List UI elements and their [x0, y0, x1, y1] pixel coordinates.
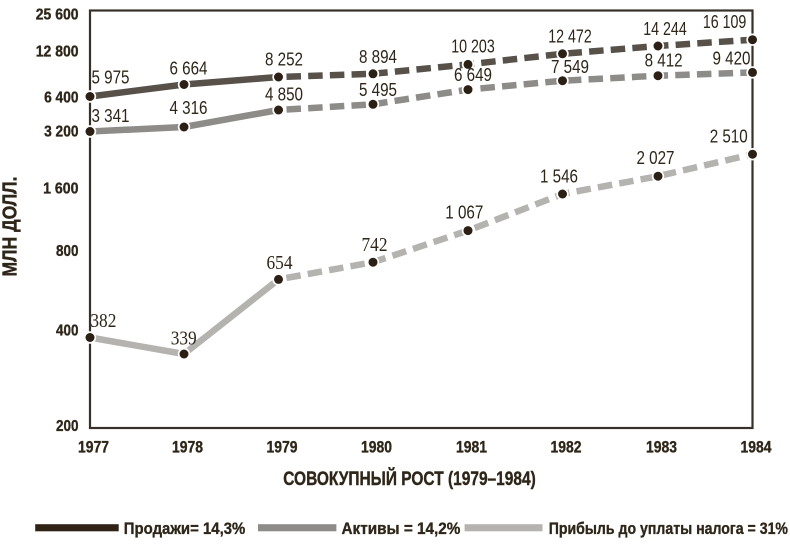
svg-text:12 472: 12 472 — [548, 26, 592, 47]
svg-text:654: 654 — [267, 253, 293, 274]
svg-text:Продажи= 14,3%: Продажи= 14,3% — [124, 519, 246, 538]
svg-text:Прибыль до уплаты налога = 31%: Прибыль до уплаты налога = 31% — [549, 519, 788, 538]
svg-text:339: 339 — [171, 329, 197, 350]
svg-text:1 067: 1 067 — [445, 202, 483, 223]
svg-text:1983: 1983 — [646, 439, 677, 457]
svg-text:25 600: 25 600 — [36, 7, 79, 24]
svg-text:12 800: 12 800 — [36, 44, 79, 61]
svg-text:9 420: 9 420 — [713, 48, 751, 69]
svg-text:2 510: 2 510 — [710, 125, 748, 146]
svg-text:8 894: 8 894 — [359, 46, 397, 67]
svg-text:5 975: 5 975 — [92, 67, 130, 88]
svg-text:4 850: 4 850 — [265, 84, 303, 105]
svg-text:382: 382 — [90, 311, 116, 332]
svg-text:200: 200 — [56, 418, 79, 435]
svg-text:1978: 1978 — [172, 439, 203, 457]
svg-text:1977: 1977 — [78, 439, 109, 457]
svg-text:1980: 1980 — [361, 439, 392, 457]
svg-text:СОВОКУПНЫЙ РОСТ (1979–1984): СОВОКУПНЫЙ РОСТ (1979–1984) — [283, 466, 536, 490]
svg-text:6 400: 6 400 — [44, 90, 78, 107]
svg-text:1 546: 1 546 — [540, 166, 578, 187]
svg-text:Активы = 14,2%: Активы = 14,2% — [342, 519, 461, 538]
svg-text:1984: 1984 — [741, 439, 773, 457]
svg-text:3 200: 3 200 — [44, 124, 78, 141]
svg-text:3 341: 3 341 — [92, 105, 130, 126]
svg-text:8 252: 8 252 — [265, 49, 303, 70]
svg-text:10 203: 10 203 — [451, 36, 495, 57]
svg-text:1979: 1979 — [267, 439, 298, 457]
svg-text:8 412: 8 412 — [645, 50, 683, 71]
svg-text:4 316: 4 316 — [170, 97, 208, 118]
svg-text:6 664: 6 664 — [170, 57, 208, 78]
svg-text:1 600: 1 600 — [43, 181, 78, 198]
svg-text:6 649: 6 649 — [454, 64, 492, 85]
svg-text:14 244: 14 244 — [643, 18, 687, 39]
svg-text:5 495: 5 495 — [359, 79, 397, 100]
svg-text:МЛН ДОЛЛ.: МЛН ДОЛЛ. — [0, 177, 22, 277]
svg-text:2 027: 2 027 — [637, 147, 675, 168]
svg-text:7 549: 7 549 — [551, 56, 589, 77]
svg-text:800: 800 — [56, 243, 79, 260]
svg-text:400: 400 — [56, 323, 79, 340]
svg-text:742: 742 — [362, 235, 388, 256]
svg-text:1981: 1981 — [456, 439, 487, 457]
svg-text:1982: 1982 — [551, 439, 582, 457]
svg-text:16 109: 16 109 — [703, 11, 747, 32]
